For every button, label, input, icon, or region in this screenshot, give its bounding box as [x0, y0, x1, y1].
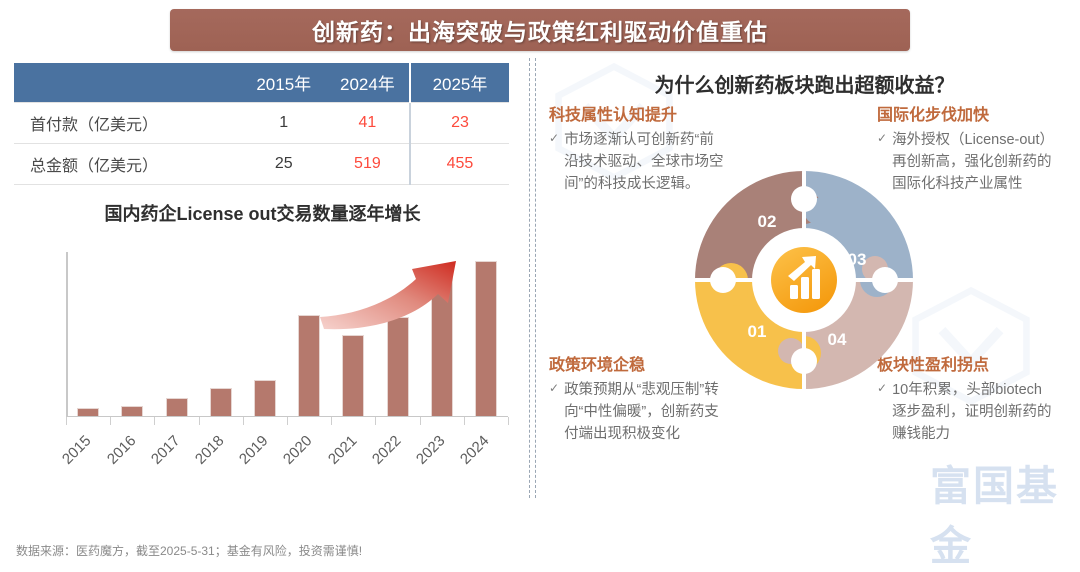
check-icon: ✓ [549, 381, 560, 395]
x-tick [419, 417, 421, 425]
bar-cell-2024 [464, 253, 508, 416]
bar-series [66, 253, 508, 416]
license-out-chart: 国内药企License out交易数量逐年增长 020406080100 201… [0, 200, 525, 510]
right-panel: 为什么创新药板块跑出超额收益？ 科技属性认知提升 ✓ 市场逐渐认可创新药“前沿技… [529, 55, 1080, 513]
bar-2015 [77, 407, 100, 416]
puzzle-label-03: 03 [848, 250, 867, 269]
x-tick [375, 417, 377, 425]
x-tick [66, 417, 67, 425]
row-label-upfront: 首付款（亿美元） [14, 102, 242, 144]
cell-total-2025: 455 [408, 143, 509, 185]
bar-2016 [121, 406, 144, 416]
x-tick [242, 417, 244, 425]
table-col-2015: 2015年 [241, 63, 326, 103]
reason-block-04: 板块性盈利拐点 ✓ 10年积累，头部biotech逐步盈利，证明创新药的赚钱能力 [877, 351, 1052, 445]
bar-cell-2021 [331, 253, 375, 416]
deal-value-table: 2015年 2024年 2025年 首付款（亿美元） 1 41 23 总金额（亿… [14, 63, 509, 185]
bar-cell-2016 [110, 253, 154, 416]
bar-2019 [253, 380, 276, 416]
x-tick [331, 417, 333, 425]
table-header-row: 2015年 2024年 2025年 [14, 63, 509, 103]
reason-01-body: 市场逐渐认可创新药“前沿技术驱动、全球市场空间”的科技成长逻辑。 [564, 132, 724, 193]
table-col-blank [14, 63, 242, 103]
left-panel: 2015年 2024年 2025年 首付款（亿美元） 1 41 23 总金额（亿… [0, 55, 525, 558]
bar-cell-2020 [287, 253, 331, 416]
cell-total-2024: 519 [325, 143, 410, 185]
table-row-upfront: 首付款（亿美元） 1 41 23 [14, 102, 509, 144]
x-axis-labels: 2015 2016 2017 2018 2019 2020 2021 2022 2023 2024 [59, 425, 508, 485]
puzzle-label-04: 04 [828, 330, 847, 349]
x-tick [463, 417, 465, 425]
check-icon: ✓ [877, 131, 888, 145]
panel-divider-line-1 [529, 58, 530, 498]
table-col-2025: 2025年 [408, 63, 509, 103]
bar-cell-2019 [243, 253, 287, 416]
panel-divider-line-2 [535, 58, 536, 498]
chart-title: 国内药企License out交易数量逐年增长 [104, 204, 421, 224]
growth-chart-icon [788, 256, 820, 299]
table-col-2024: 2024年 [325, 63, 410, 103]
right-panel-heading: 为什么创新药板块跑出超额收益？ [654, 75, 955, 97]
row-label-total: 总金额（亿美元） [14, 143, 242, 185]
x-tick [198, 417, 200, 425]
bar-2017 [165, 398, 188, 416]
bar-2018 [209, 388, 232, 416]
y-axis-line [66, 252, 68, 417]
x-axis-ticks [66, 417, 509, 425]
upward-trend-arrow-icon [316, 255, 476, 335]
bar-cell-2018 [199, 253, 243, 416]
puzzle-label-02: 02 [758, 212, 777, 231]
reason-04-body: 10年积累，头部biotech逐步盈利，证明创新药的赚钱能力 [892, 382, 1052, 443]
x-tick [287, 417, 288, 425]
bar-2024 [474, 261, 497, 416]
reason-02-heading: 国际化步伐加快 [877, 107, 990, 124]
reason-02-body: 海外授权（License-out）再创新高，强化创新药的国际化科技产业属性 [892, 132, 1052, 193]
table-row-total: 总金额（亿美元） 25 519 455 [14, 143, 509, 185]
bar-cell-2015 [66, 253, 110, 416]
x-tick [110, 417, 112, 425]
slide-root: 富国基金 创新药：出海突破与政策红利驱动价值重估 2015年 2024年 202… [0, 9, 1080, 569]
x-axis-line [66, 415, 508, 417]
bar-cell-2017 [154, 253, 198, 416]
cell-upfront-2025: 23 [408, 102, 509, 144]
reason-03-heading: 政策环境企稳 [549, 357, 646, 374]
cell-upfront-2024: 41 [325, 102, 410, 144]
reason-block-01: 科技属性认知提升 ✓ 市场逐渐认可创新药“前沿技术驱动、全球市场空间”的科技成长… [549, 101, 724, 195]
cell-total-2015: 25 [241, 143, 326, 185]
x-tick [154, 417, 156, 425]
puzzle-donut-diagram: 01 02 03 04 [689, 165, 919, 395]
source-note: 数据来源：医药魔方，截至2025-5-31；基金有风险，投资需谨慎! [16, 544, 363, 558]
x-label-2024: 2024 [457, 432, 493, 468]
page-title: 创新药：出海突破与政策红利驱动价值重估 [312, 19, 768, 45]
x-tick [508, 417, 509, 425]
check-icon: ✓ [549, 131, 560, 145]
cell-upfront-2015: 1 [241, 102, 326, 144]
puzzle-label-01: 01 [748, 322, 767, 341]
reason-01-heading: 科技属性认知提升 [549, 107, 678, 124]
reason-03-body: 政策预期从“悲观压制”转向“中性偏暖”，创新药支付端出现积极变化 [564, 382, 719, 443]
chart-plot-area: 020406080100 [66, 252, 509, 425]
check-icon: ✓ [877, 381, 888, 395]
reason-04-heading: 板块性盈利拐点 [877, 357, 990, 374]
bar-2021 [342, 334, 365, 416]
reason-block-02: 国际化步伐加快 ✓ 海外授权（License-out）再创新高，强化创新药的国际… [877, 101, 1052, 195]
x-label-cell: 2024 [457, 425, 508, 485]
reason-block-03: 政策环境企稳 ✓ 政策预期从“悲观压制”转向“中性偏暖”，创新药支付端出现积极变… [549, 351, 724, 445]
slide-title-bar: 创新药：出海突破与政策红利驱动价值重估 [170, 9, 910, 51]
bar-2020 [298, 315, 321, 416]
